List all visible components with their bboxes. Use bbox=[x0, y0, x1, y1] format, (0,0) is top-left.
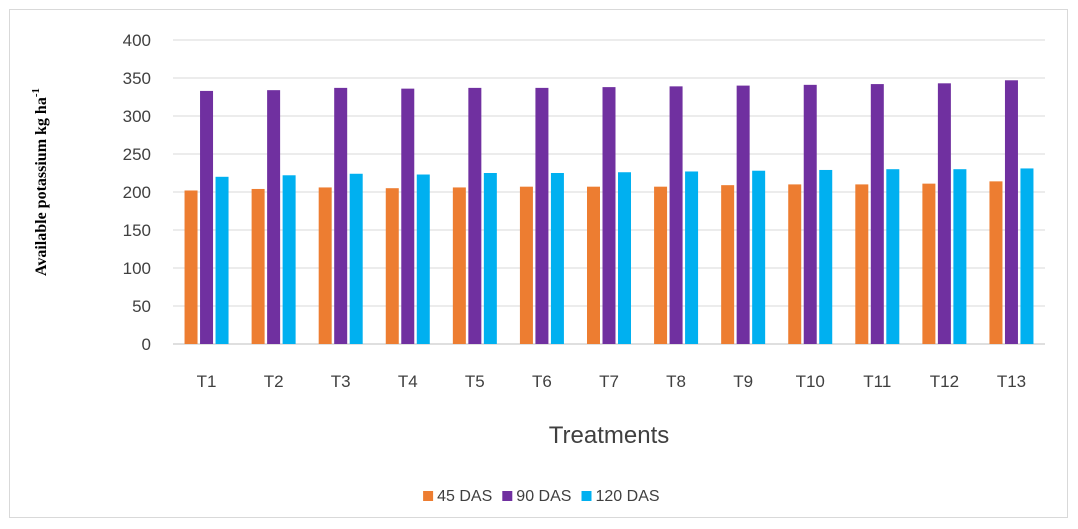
bar bbox=[483, 173, 497, 344]
bar bbox=[200, 90, 214, 344]
bar bbox=[752, 170, 766, 344]
x-tick-label: T12 bbox=[930, 372, 959, 391]
y-axis-ticks: 0 50 100 150 200 250 300 350 400 bbox=[123, 31, 151, 354]
bar bbox=[349, 173, 363, 344]
y-tick-label: 400 bbox=[123, 31, 151, 50]
legend-label: 45 DAS bbox=[437, 488, 492, 505]
bar bbox=[519, 186, 533, 344]
bar bbox=[855, 184, 869, 344]
y-tick-label: 150 bbox=[123, 221, 151, 240]
bar bbox=[654, 186, 668, 344]
x-axis-title: Treatments bbox=[549, 422, 669, 449]
bar bbox=[721, 185, 735, 344]
y-tick-label: 300 bbox=[123, 107, 151, 126]
bar bbox=[618, 172, 631, 344]
y-tick-label: 200 bbox=[123, 183, 151, 202]
y-axis-title-main: Available potassium kg ha bbox=[33, 97, 50, 276]
bar bbox=[937, 83, 951, 344]
bar bbox=[401, 88, 415, 344]
y-tick-label: 50 bbox=[132, 297, 151, 316]
x-axis-ticks: T1 T2 T3 T4 T5 T6 T7 T8 T9 T10 T11 T12 T13 bbox=[197, 372, 1026, 391]
x-tick-label: T6 bbox=[532, 372, 552, 391]
x-tick-label: T7 bbox=[599, 372, 619, 391]
x-tick-label: T13 bbox=[997, 372, 1026, 391]
y-tick-label: 100 bbox=[123, 259, 151, 278]
bar bbox=[550, 173, 564, 344]
bar bbox=[452, 187, 466, 344]
y-tick-label: 250 bbox=[123, 145, 151, 164]
bar bbox=[788, 184, 802, 344]
y-axis-title: Available potassium kg ha-1 bbox=[30, 88, 50, 276]
bar bbox=[215, 176, 229, 344]
x-tick-label: T4 bbox=[398, 372, 418, 391]
bar bbox=[587, 186, 600, 344]
x-tick-label: T2 bbox=[264, 372, 284, 391]
bar bbox=[184, 190, 198, 344]
bar bbox=[602, 87, 616, 345]
x-tick-label: T5 bbox=[465, 372, 485, 391]
bar bbox=[1004, 80, 1018, 344]
bar bbox=[870, 84, 884, 344]
bar bbox=[736, 85, 750, 344]
x-tick-label: T10 bbox=[796, 372, 825, 391]
legend-swatch bbox=[423, 491, 434, 501]
legend-swatch bbox=[581, 491, 592, 501]
x-tick-label: T11 bbox=[863, 372, 891, 391]
legend-label: 120 DAS bbox=[596, 488, 660, 505]
bar bbox=[251, 188, 265, 344]
bar bbox=[922, 183, 936, 344]
y-tick-label: 350 bbox=[123, 69, 151, 88]
bar bbox=[989, 181, 1003, 344]
bar bbox=[803, 84, 817, 344]
legend-label: 90 DAS bbox=[516, 488, 571, 505]
bar bbox=[282, 175, 296, 344]
y-tick-label: 0 bbox=[142, 335, 151, 354]
x-tick-label: T8 bbox=[666, 372, 686, 391]
bar bbox=[685, 171, 699, 344]
x-tick-label: T1 bbox=[197, 372, 217, 391]
x-tick-label: T3 bbox=[331, 372, 351, 391]
bars bbox=[184, 80, 1034, 345]
bar bbox=[267, 90, 281, 344]
bar bbox=[385, 188, 399, 344]
x-tick-label: T9 bbox=[733, 372, 753, 391]
bar bbox=[468, 87, 482, 344]
bar bbox=[535, 87, 549, 344]
bar bbox=[318, 187, 332, 344]
bar bbox=[669, 86, 683, 345]
legend: 45 DAS 90 DAS 120 DAS bbox=[423, 488, 660, 505]
bar bbox=[886, 169, 900, 344]
legend-swatch bbox=[502, 491, 513, 501]
bar bbox=[334, 87, 348, 344]
bar bbox=[953, 169, 967, 344]
bar bbox=[819, 169, 833, 344]
bar bbox=[416, 174, 430, 344]
y-axis-title-superscript: -1 bbox=[30, 88, 42, 97]
bar bbox=[1020, 168, 1034, 344]
